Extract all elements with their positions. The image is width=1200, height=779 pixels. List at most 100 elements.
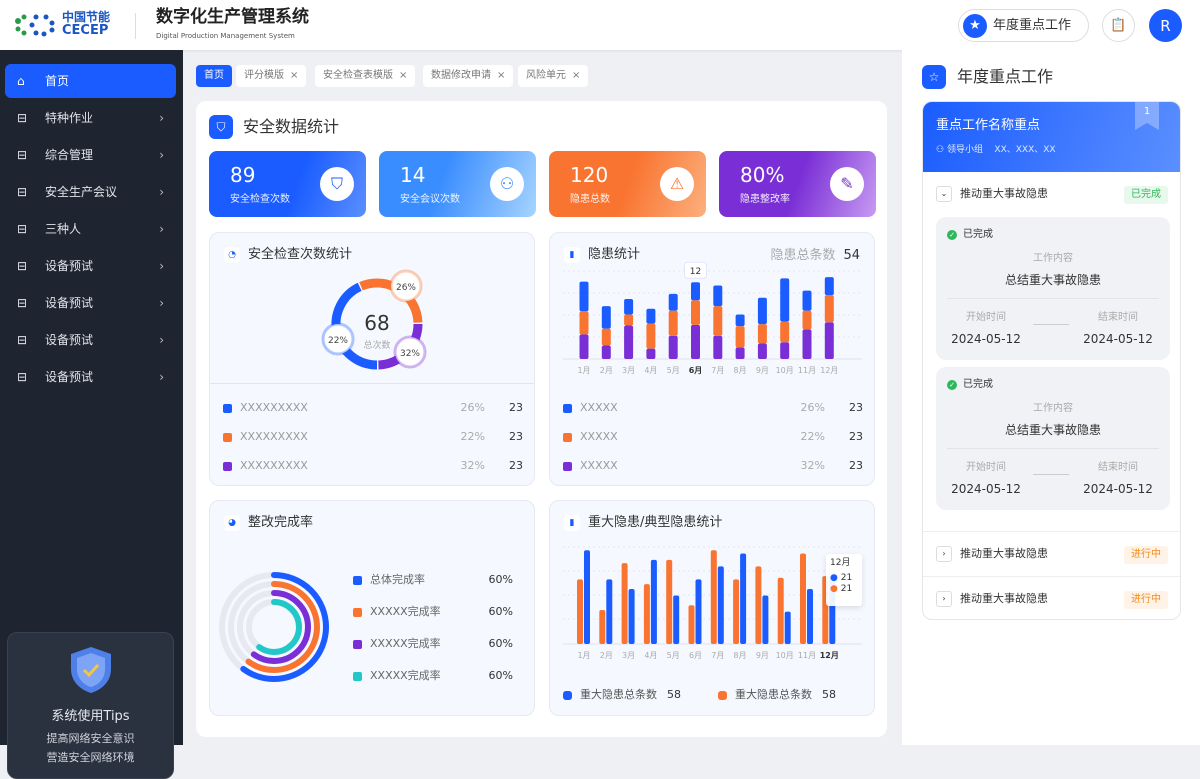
sidebar-item[interactable]: ⊟ 安全生产会议 › [5,175,176,209]
work-group[interactable]: › 推动重大事故隐患 [936,591,1048,607]
inspection-donut-chart: 68 总次数 26% 22% 32% [321,269,427,370]
bar [717,566,724,644]
chevron-right-icon[interactable]: › [936,546,952,562]
inbox-icon: ⊟ [17,221,28,236]
sidebar: ⌂ 首页 ⊟ 特种作业 › ⊟ 综合管理 › ⊟ 安全生产会议 › ⊟ 三种人 › ⊟ 设备预试 › ⊟ 设备预试 ›… [0,50,183,779]
section-title: 安全数据统计 [243,117,340,137]
tab[interactable]: 安全检查表模版 × [315,65,416,87]
x-tick-label: 5月 [667,651,680,660]
shield-icon: ⛉ [209,115,233,139]
logo-en: CECEP [62,23,109,38]
percent-bubble [389,269,423,303]
sidebar-item[interactable]: ⊟ 设备预试 › [5,360,176,394]
divider [947,448,1159,449]
legend-row: XXXXX完成率 60% [353,668,513,684]
bar [733,579,740,644]
status-badge: 已完成 [1124,186,1168,204]
legend-dot [223,461,232,471]
tab[interactable]: 数据修改申请 × [423,65,514,87]
chevron-right-icon: › [159,147,164,162]
sidebar-item[interactable]: ⊟ 设备预试 › [5,323,176,357]
stat-value: 14 [400,163,426,187]
close-icon[interactable]: × [572,70,581,81]
hazard-total-label: 隐患总条数 [770,248,836,263]
stacked-bar-segment [735,326,745,348]
stat-card[interactable]: 120 隐患总数 ⚠ [549,151,706,217]
close-icon[interactable]: × [290,70,299,81]
group-title: 推动重大事故隐患 [960,187,1048,201]
legend-row: 重大隐患总条数 58 [718,687,863,703]
stacked-bar-segment [646,308,656,324]
start-date: 2024-05-12 [951,482,1021,496]
key-work-button[interactable]: ★ 年度重点工作 [958,9,1089,42]
tab[interactable]: 风险单元 × [518,65,589,87]
stat-card[interactable]: 89 安全检查次数 ⛉ [209,151,366,217]
shield-check-icon [71,647,111,693]
chevron-right-icon: › [159,369,164,384]
stacked-bar-segment [824,295,834,323]
legend-row: XXXXX 26% 23 [563,400,863,416]
legend-name: XXXXX完成率 [370,637,441,651]
inbox-icon: ⊟ [17,295,28,310]
avatar[interactable]: R [1149,9,1182,42]
sidebar-item[interactable]: ⊟ 特种作业 › [5,101,176,135]
legend-count: 23 [509,430,523,444]
chart-tooltip: 12月 ● 21 ● 21 [826,554,862,606]
panel-title: 隐患统计 [588,247,641,263]
stat-card[interactable]: 80% 隐患整改率 ✎ [719,151,876,217]
leaders: XX、XXX、XX [994,145,1056,155]
work-group[interactable]: ⌄ 推动重大事故隐患 [936,186,1048,202]
x-tick-label: 9月 [756,651,769,660]
tab-label: 数据修改申请 [431,70,491,81]
sidebar-item[interactable]: ⌂ 首页 [5,64,176,98]
check-circle-icon: ✓ [947,380,957,390]
sidebar-item-label: 设备预试 [45,295,94,310]
stacked-bar-segment [646,323,656,349]
legend-row: XXXXXXXXX 22% 23 [223,429,523,445]
close-icon[interactable]: × [399,70,408,81]
bar [584,550,590,644]
chevron-down-icon[interactable]: ⌄ [936,186,952,202]
legend-row: XXXXX完成率 60% [353,636,513,652]
start-label: 开始时间 [966,312,1006,323]
legend-percent: 26% [460,401,485,415]
stacked-bar-segment [713,285,723,307]
legend-percent: 22% [800,430,825,444]
bar-chart-icon: ▮ [564,515,580,531]
sidebar-item[interactable]: ⊟ 设备预试 › [5,286,176,320]
bar [650,559,657,644]
stat-label: 隐患整改率 [740,194,790,205]
status-badge: 进行中 [1124,591,1168,609]
stat-card[interactable]: 14 安全会议次数 ⚇ [379,151,536,217]
bar [762,595,769,644]
close-icon[interactable]: × [497,70,506,81]
sidebar-item[interactable]: ⊟ 设备预试 › [5,249,176,283]
sidebar-item[interactable]: ⊟ 三种人 › [5,212,176,246]
clipboard-check-icon[interactable]: 📋 [1102,9,1135,42]
legend-percent: 60% [488,573,513,587]
legend-name: 总体完成率 [370,573,425,587]
sidebar-item[interactable]: ⊟ 综合管理 › [5,138,176,172]
legend-name: XXXXXXXXX [240,459,308,473]
legend-row: 总体完成率 60% [353,572,513,588]
people-icon: ⚇ [490,167,524,201]
stacked-bar-segment [824,322,834,359]
work-group[interactable]: › 推动重大事故隐患 [936,546,1048,562]
tab[interactable]: 首页 [196,65,232,87]
bar [666,559,673,644]
legend-row: XXXXX 32% 23 [563,458,863,474]
stacked-bar-segment [624,325,634,359]
x-tick-label: 6月 [689,651,702,660]
legend-dot [718,690,727,700]
legend-dot [353,575,362,585]
work-header: 重点工作名称重点 ⚇ 领导小组 XX、XXX、XX 1 [923,102,1180,172]
x-tick-label: 10月 [776,651,794,660]
donut-icon: ◔ [224,247,240,263]
tab[interactable]: 评分模版 × [236,65,307,87]
x-tick-label: 2月 [600,651,613,660]
stacked-bar-segment [624,299,634,315]
bar [710,550,717,644]
stacked-bar-segment [802,310,812,330]
chevron-right-icon[interactable]: › [936,591,952,607]
system-title: 数字化生产管理系统 [156,7,309,27]
